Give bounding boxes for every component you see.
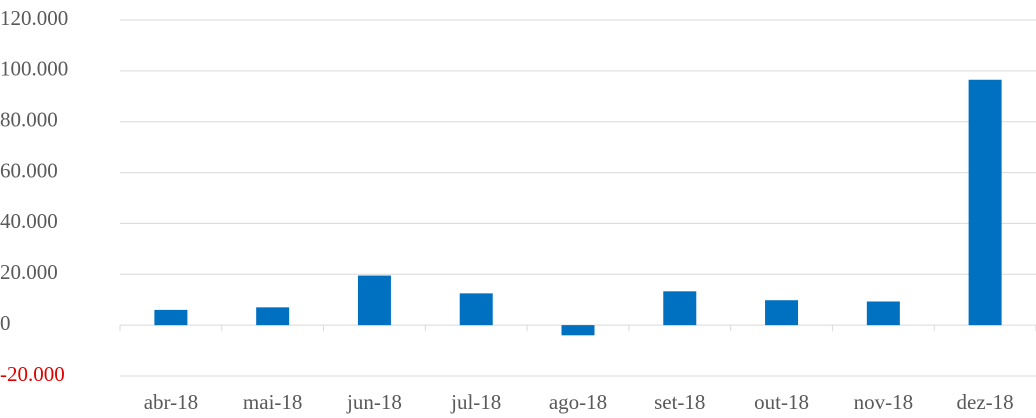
y-tick-label: 40.000 [0,209,58,233]
bar [663,291,697,326]
x-tick-label: mai-18 [243,390,302,414]
y-tick-label: 120.000 [0,6,68,30]
x-tick-label: out-18 [754,390,809,414]
bar [154,309,188,326]
y-tick-label: 20.000 [0,260,58,284]
bar [357,275,391,326]
y-tick-label: -20.000 [0,362,65,386]
bar [968,79,1002,326]
y-tick-label: 80.000 [0,108,58,132]
x-tick-label: dez-18 [957,390,1014,414]
bar [256,307,290,326]
y-tick-label: 60.000 [0,158,58,182]
x-tick-label: nov-18 [854,390,914,414]
bar [561,325,595,336]
x-tick-label: jul-18 [450,390,501,414]
y-tick-label: 100.000 [0,57,68,81]
x-tick-label: jun-18 [346,390,402,414]
x-tick-label: set-18 [654,390,705,414]
y-tick-label: 0 [0,311,11,335]
x-tick-label: ago-18 [549,390,607,414]
x-tick-label: abr-18 [144,390,198,414]
bar [866,301,900,326]
bar [459,293,493,326]
bar [765,300,799,326]
